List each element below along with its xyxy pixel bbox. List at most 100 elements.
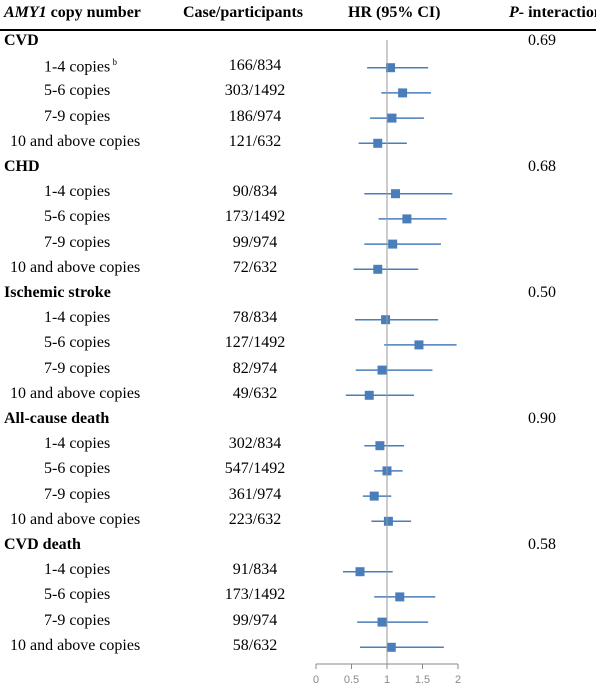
- subgroup-label-text: 1-4 copies: [44, 58, 111, 76]
- subgroup-label-text: 10 and above copies: [10, 510, 141, 528]
- hr-point-marker: [386, 63, 396, 73]
- group-label: All-cause death: [4, 410, 110, 427]
- subgroup-label: 1-4 copies: [44, 435, 110, 453]
- case-participants-value: 58/632: [232, 636, 278, 654]
- subgroup-label: 1-4 copies b: [44, 57, 117, 76]
- hr-point-marker: [395, 592, 405, 602]
- header-copy-number-text: copy number: [46, 4, 141, 21]
- x-tick-label: 0: [313, 674, 319, 686]
- hr-point-marker: [377, 365, 387, 375]
- hr-point-marker: [364, 390, 374, 400]
- subgroup-row: 7-9 copies 361/974: [0, 484, 596, 509]
- hr-point-marker: [414, 340, 424, 350]
- group-label: CVD death: [4, 536, 81, 553]
- group-label: CHD: [4, 158, 40, 175]
- subgroup-label: 5-6 copies: [44, 460, 110, 478]
- subgroup-row: 7-9 copies 99/974: [0, 610, 596, 635]
- hr-point-marker: [375, 441, 385, 451]
- subgroup-row: 1-4 copies 90/834: [0, 181, 596, 206]
- p-interaction-value: 0.69: [528, 32, 556, 49]
- subgroup-row: 10 and above copies 72/632: [0, 257, 596, 282]
- subgroup-label-text: 1-4 copies: [44, 183, 111, 201]
- header-hr-ci: HR (95% CI): [348, 4, 441, 21]
- case-participants-value: 223/632: [228, 510, 282, 528]
- hr-point-marker: [387, 113, 397, 123]
- subgroup-row: 10 and above copies 223/632: [0, 509, 596, 534]
- case-participants-value: 78/834: [232, 309, 278, 327]
- subgroup-label-text: 1-4 copies: [44, 561, 111, 579]
- case-participants-value: 121/632: [228, 132, 282, 150]
- subgroup-label: 7-9 copies: [44, 234, 110, 252]
- subgroup-row: 1-4 copies b 166/834: [0, 55, 596, 80]
- case-participants-value: 173/1492: [224, 586, 286, 604]
- header-p-italic: P-: [509, 4, 525, 21]
- x-tick-label: 0.5: [344, 674, 359, 686]
- subgroup-row: 5-6 copies 127/1492: [0, 332, 596, 357]
- subgroup-label-text: 10 and above copies: [10, 384, 141, 402]
- header-gene-name: AMY1: [4, 4, 47, 21]
- subgroup-label: 5-6 copies: [44, 82, 110, 100]
- hr-point-marker: [355, 567, 365, 577]
- subgroup-label: 5-6 copies: [44, 586, 110, 604]
- case-participants-value: 82/974: [232, 359, 278, 377]
- subgroup-label-text: 5-6 copies: [44, 208, 111, 226]
- subgroup-label-text: 5-6 copies: [44, 82, 111, 100]
- hr-point-marker: [373, 138, 383, 148]
- subgroup-label: 10 and above copies: [10, 133, 140, 151]
- subgroup-label: 5-6 copies: [44, 208, 110, 226]
- case-participants-value: 302/834: [228, 435, 282, 453]
- subgroup-label: 10 and above copies: [10, 259, 140, 277]
- group-row: CHD 0.68: [0, 156, 596, 181]
- group-row: All-cause death 0.90: [0, 408, 596, 433]
- subgroup-row: 5-6 copies 303/1492: [0, 80, 596, 105]
- subgroup-row: 10 and above copies 121/632: [0, 131, 596, 156]
- subgroup-label-text: 7-9 copies: [44, 359, 111, 377]
- subgroup-label: 7-9 copies: [44, 612, 110, 630]
- subgroup-row: 7-9 copies 186/974: [0, 106, 596, 131]
- subgroup-label: 10 and above copies: [10, 511, 140, 529]
- subgroup-row: 10 and above copies 58/632: [0, 635, 596, 660]
- subgroup-row: 1-4 copies 302/834: [0, 433, 596, 458]
- hr-point-marker: [386, 642, 396, 652]
- group-row: CVD 0.69: [0, 30, 596, 55]
- case-participants-value: 99/974: [232, 611, 278, 629]
- subgroup-label: 7-9 copies: [44, 486, 110, 504]
- case-participants-value: 90/834: [232, 183, 278, 201]
- subgroup-label-text: 5-6 copies: [44, 586, 111, 604]
- subgroup-label: 5-6 copies: [44, 334, 110, 352]
- subgroup-label-text: 10 and above copies: [10, 636, 141, 654]
- case-participants-value: 547/1492: [224, 460, 286, 478]
- hr-point-marker: [402, 214, 412, 224]
- case-participants-value: 127/1492: [224, 334, 286, 352]
- subgroup-row: 5-6 copies 173/1492: [0, 584, 596, 609]
- p-interaction-value: 0.50: [528, 284, 556, 301]
- case-participants-value: 303/1492: [224, 82, 286, 100]
- subgroup-label-text: 10 and above copies: [10, 132, 141, 150]
- p-interaction-value: 0.90: [528, 410, 556, 427]
- x-tick-label: 2: [455, 674, 461, 686]
- subgroup-label: 1-4 copies: [44, 309, 110, 327]
- subgroup-label: 1-4 copies: [44, 183, 110, 201]
- subgroup-label-text: 7-9 copies: [44, 611, 111, 629]
- case-participants-value: 186/974: [228, 107, 282, 125]
- subgroup-label-text: 10 and above copies: [10, 258, 141, 276]
- subgroup-row: 10 and above copies 49/632: [0, 383, 596, 408]
- subgroup-label-text: 1-4 copies: [44, 435, 111, 453]
- hr-point-marker: [383, 516, 393, 526]
- subgroup-row: 7-9 copies 99/974: [0, 232, 596, 257]
- hr-point-marker: [381, 315, 391, 325]
- case-participants-value: 91/834: [232, 561, 278, 579]
- case-participants-value: 49/632: [232, 384, 278, 402]
- subgroup-label: 7-9 copies: [44, 360, 110, 378]
- hr-point-marker: [391, 189, 401, 199]
- subgroup-label: 10 and above copies: [10, 385, 140, 403]
- case-participants-value: 166/834: [228, 57, 282, 75]
- subgroup-row: 1-4 copies 78/834: [0, 307, 596, 332]
- hr-point-marker: [398, 88, 408, 98]
- hr-point-marker: [373, 264, 383, 274]
- footnote-mark: b: [110, 57, 117, 68]
- group-label: Ischemic stroke: [4, 284, 111, 301]
- case-participants-value: 72/632: [232, 258, 278, 276]
- group-label: CVD: [4, 32, 39, 49]
